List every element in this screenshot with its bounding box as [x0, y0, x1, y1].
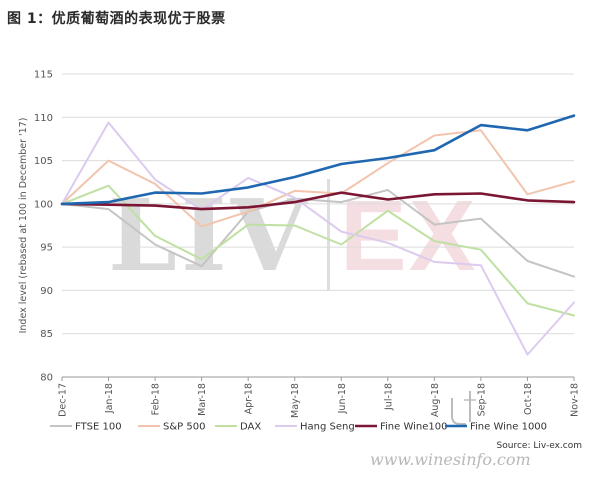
y-tick-label: 115 — [34, 70, 53, 81]
source-note: Source: Liv-ex.com — [497, 441, 582, 451]
legend-label-fine-wine-1000: Fine Wine 1000 — [470, 422, 547, 433]
x-tick-label: Feb-18 — [151, 383, 162, 415]
legend-label-dax: DAX — [240, 422, 261, 433]
series-lines — [60, 114, 576, 356]
y-axis-label: Index level (rebased at 100 in December … — [18, 118, 29, 334]
x-tick-label: Nov-18 — [570, 383, 581, 417]
y-tick-label: 90 — [40, 286, 53, 297]
watermark: LIV EX www.winesinfo.com — [108, 179, 531, 469]
legend-label-fine-wine100: Fine Wine100 — [380, 422, 448, 433]
y-tick-label: 100 — [34, 199, 53, 210]
series-line-dax — [61, 184, 575, 317]
chart-panel: LIV EX www.winesinfo.com 80 85 90 95 100 105 1… — [0, 38, 597, 479]
figure-title: 图 1：优质葡萄酒的表现优于股票 — [7, 11, 226, 27]
x-tick-label: May-18 — [290, 383, 301, 418]
x-tick-label: Jan-18 — [104, 383, 115, 414]
watermark-site: www.winesinfo.com — [370, 450, 531, 469]
series-line-fine-wine100 — [60, 191, 576, 211]
line-chart: LIV EX www.winesinfo.com 80 85 90 95 100 105 1… — [18, 70, 582, 470]
x-tick-label: Apr-18 — [244, 383, 255, 414]
x-tick-label: Sep-18 — [476, 383, 487, 416]
x-tick-label: Aug-18 — [430, 383, 441, 417]
series-line-hang-seng — [61, 121, 575, 356]
y-tick-label: 110 — [34, 113, 53, 124]
x-tick-label: Mar-18 — [197, 383, 208, 416]
y-tick-label: 80 — [40, 373, 53, 384]
legend-label-s-p-500: S&P 500 — [163, 422, 205, 433]
x-axis-ticks: Dec-17 Jan-18 Feb-18 Mar-18 Apr-18 May-18 Jun-… — [58, 377, 581, 418]
series-line-ftse-100 — [61, 189, 575, 278]
watermark-divider — [327, 179, 330, 291]
series-line-s-p-500 — [61, 129, 575, 228]
watermark-brand-left: LIV — [108, 179, 311, 294]
y-tick-label: 85 — [40, 329, 53, 340]
x-tick-label: Jun-18 — [337, 383, 348, 414]
y-tick-label: 105 — [34, 156, 53, 167]
x-tick-label: Dec-17 — [58, 383, 69, 417]
x-tick-label: Oct-18 — [523, 383, 534, 415]
y-tick-label: 95 — [40, 243, 53, 254]
winesinfo-logo — [451, 391, 476, 425]
x-tick-label: Jul-18 — [383, 383, 394, 411]
y-axis-ticks: 80 85 90 95 100 105 110 115 — [34, 70, 53, 384]
series-line-fine-wine-1000 — [60, 114, 576, 206]
legend-label-ftse-100: FTSE 100 — [75, 422, 122, 433]
legend: FTSE 100 S&P 500 DAX Hang Seng Fine Wine100 F… — [50, 422, 547, 433]
legend-label-hang-seng: Hang Seng — [300, 422, 355, 433]
